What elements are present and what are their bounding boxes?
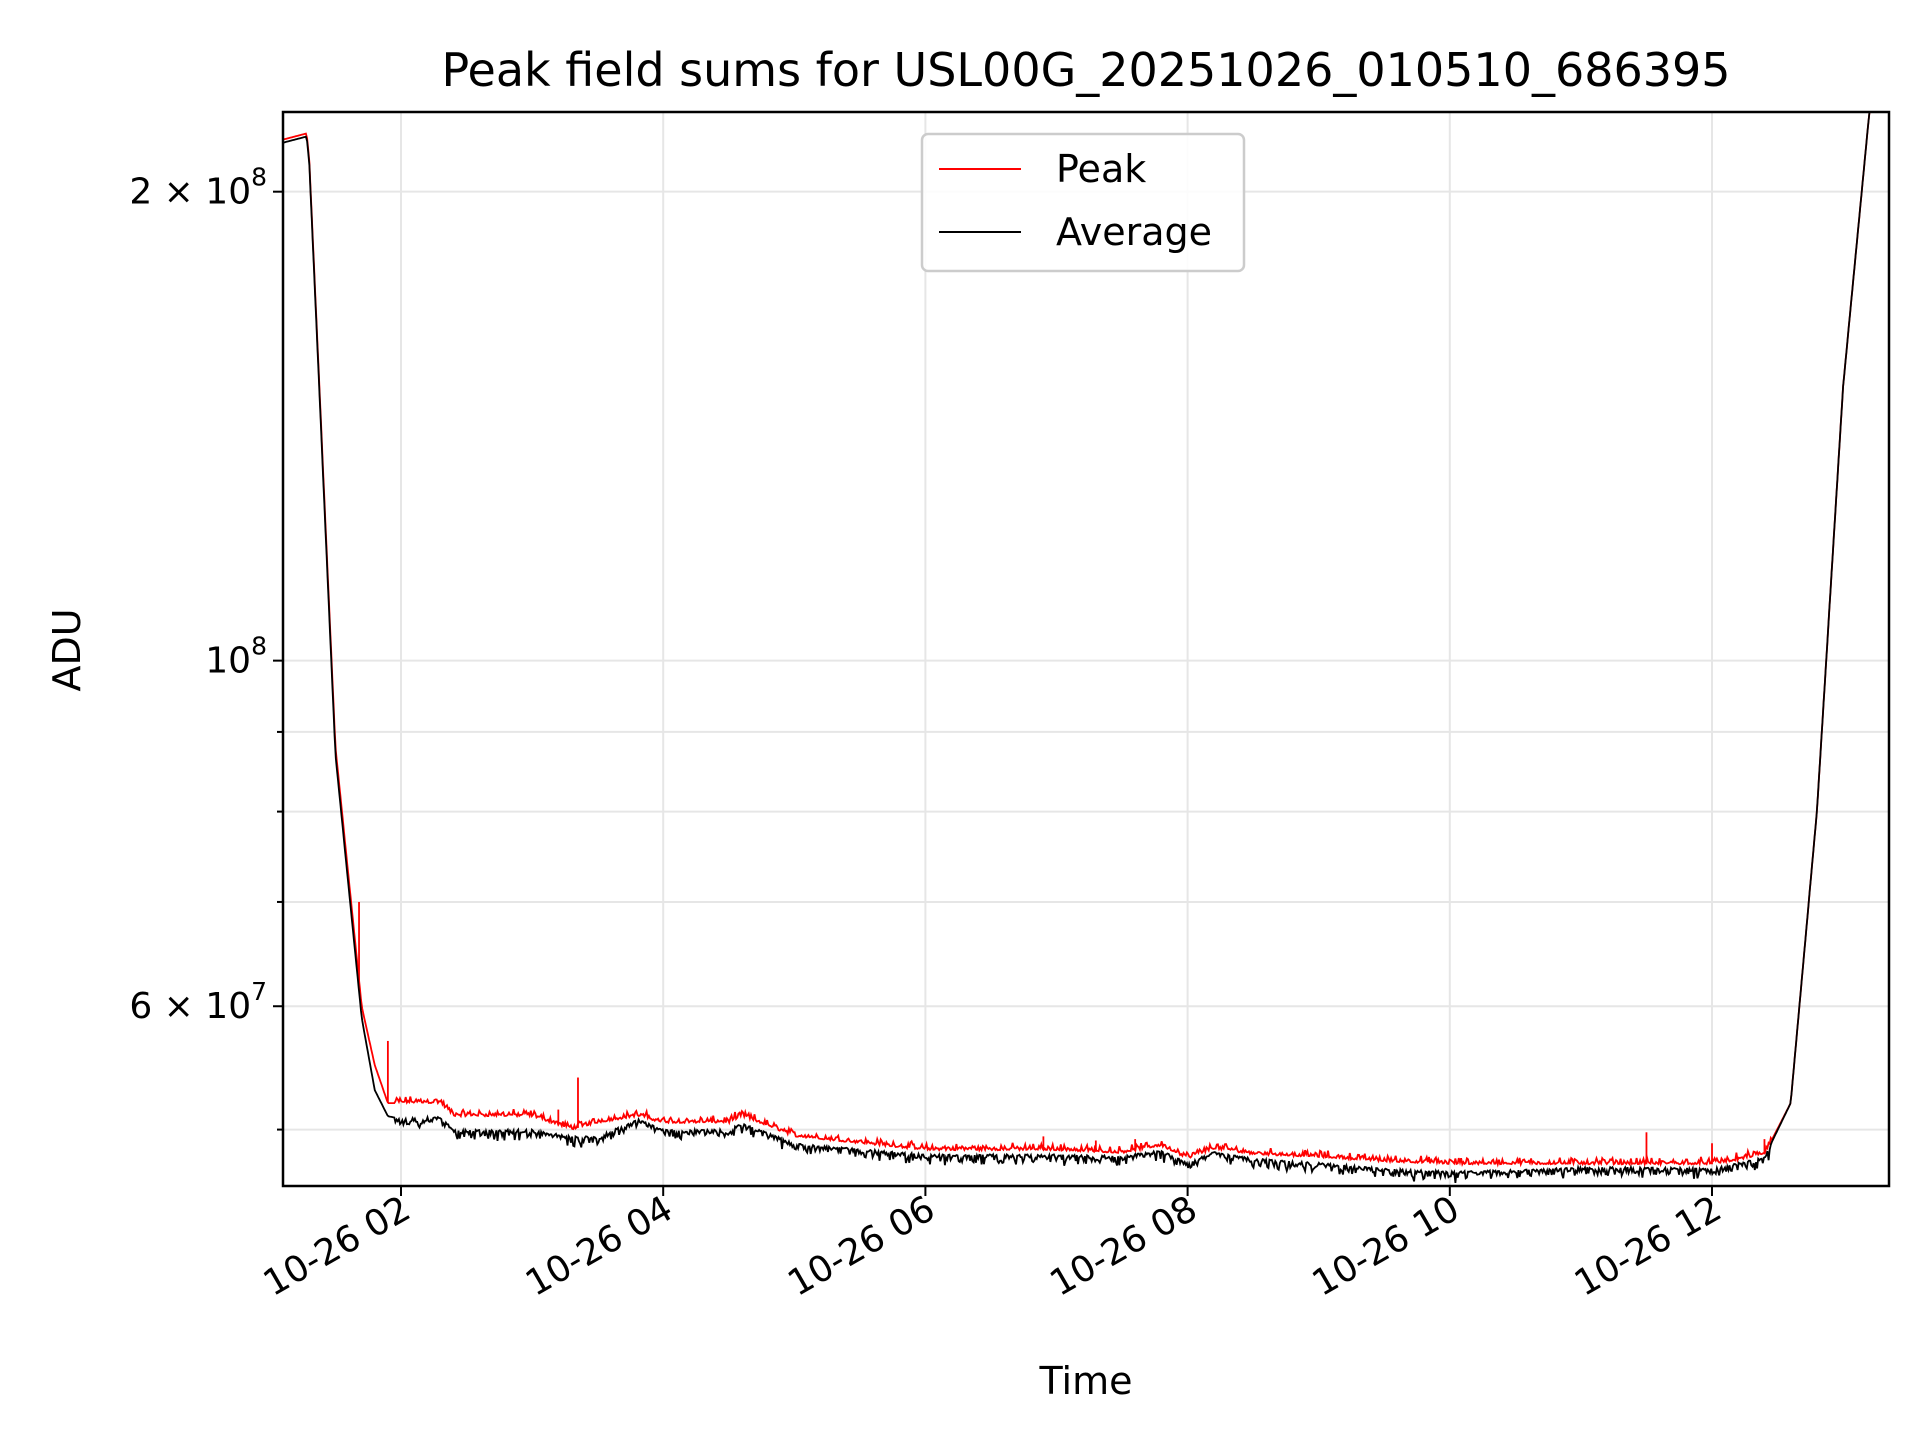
series-line-average [283, 112, 1871, 1183]
x-tick-label: 10-26 02 [257, 1188, 418, 1304]
y-tick-label: 6 × 107 [129, 977, 267, 1027]
y-axis-label: ADU [45, 608, 89, 691]
x-tick-label: 10-26 08 [1043, 1188, 1204, 1304]
chart-title: Peak field sums for USL00G_20251026_0105… [441, 43, 1730, 97]
plot-frame [281, 110, 1891, 1188]
legend-label-peak: Peak [1056, 147, 1146, 191]
x-tick-label: 10-26 04 [519, 1188, 680, 1304]
x-tick-label: 10-26 10 [1306, 1188, 1467, 1304]
x-tick-label: 10-26 12 [1568, 1188, 1729, 1304]
y-tick-label: 2 × 108 [129, 163, 267, 213]
y-axis: 6 × 107 108 2 × 108 [129, 163, 283, 1131]
legend: Peak Average [920, 132, 1246, 273]
x-axis-label: Time [1039, 1359, 1133, 1403]
grid [283, 112, 1889, 1186]
x-axis: 10-26 02 10-26 04 10-26 06 10-26 08 10-26 10… [257, 1186, 1729, 1305]
series-group [283, 112, 1871, 1183]
series-line-peak [283, 112, 1871, 1168]
y-tick-label: 108 [205, 632, 267, 682]
legend-label-average: Average [1056, 210, 1212, 254]
x-tick-label: 10-26 06 [781, 1188, 942, 1304]
